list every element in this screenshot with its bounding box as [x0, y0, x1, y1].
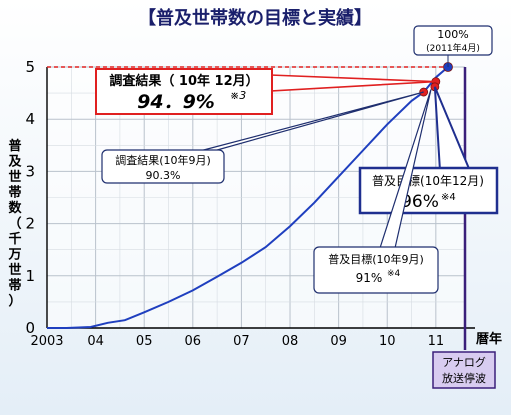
callout-survey-sep-value: 90.3%: [146, 169, 181, 182]
chart-title: 【普及世帯数の目標と実績】: [138, 7, 372, 29]
y-axis-label-char: 帯: [8, 185, 21, 201]
callout-target-dec-value: 96%: [401, 192, 439, 212]
y-tick-label: 0: [25, 319, 35, 337]
y-axis-label-char: ）: [8, 293, 21, 309]
x-tick-label: 05: [136, 334, 153, 349]
callout-target-final-line2: (2011年4月): [426, 42, 480, 54]
x-tick-label: 09: [330, 334, 347, 349]
callout-survey-sep-line1: 調査結果(10年9月): [115, 153, 211, 167]
analog-end-line2: 放送停波: [442, 371, 486, 385]
callout-target-final-line1: 100%: [437, 28, 468, 41]
x-tick-label: 11: [428, 334, 445, 349]
callout-target-sep-value: 91%: [356, 271, 383, 285]
callout-box-target-final: [413, 25, 493, 56]
y-tick-label: 4: [25, 110, 35, 128]
x-tick-label: 08: [282, 334, 299, 349]
callout-target-sep-note: ※4: [387, 269, 401, 279]
x-tick-label: 2003: [30, 334, 63, 349]
y-axis-label-char: 世: [8, 169, 21, 185]
callout-target-dec-note: ※4: [441, 192, 456, 203]
x-tick-label: 10: [379, 334, 396, 349]
y-axis-label-char: 普: [8, 138, 21, 154]
y-tick-label: 3: [25, 162, 35, 180]
y-axis-label-char: 世: [8, 262, 21, 278]
callout-target-sep-line1: 普及目標(10年9月): [328, 252, 424, 266]
x-tick-label: 06: [185, 334, 202, 349]
callout-box-target-dec: [358, 166, 499, 215]
x-tick-label: 07: [233, 334, 250, 349]
y-tick-label: 5: [25, 58, 35, 76]
callout-survey-dec-line1: 調査結果（ 10年 12月）: [109, 73, 258, 89]
y-tick-label: 2: [25, 215, 35, 233]
y-axis-label-char: 万: [7, 248, 21, 263]
callout-box-survey-dec: [95, 68, 273, 115]
y-axis-label-char: （: [8, 216, 21, 232]
annotations: 調査結果（ 10年 12月） 94．9% ※3 調査結果(10年9月) 90.3% 普及目…: [95, 25, 499, 389]
analog-end-box: [432, 351, 496, 389]
callout-survey-dec-note: ※3: [230, 89, 246, 102]
y-axis-label-char: 帯: [8, 278, 21, 294]
callout-target-dec-line1: 普及目標(10年12月): [372, 174, 484, 188]
analog-end-line1: アナログ: [442, 355, 486, 369]
callout-survey-dec-value: 94．9%: [137, 91, 215, 113]
y-axis-label-char: 千: [8, 231, 21, 247]
y-axis-label-char: 及: [8, 155, 22, 170]
callout-box-target-sep: [313, 246, 439, 294]
y-axis-label-char: 数: [8, 200, 22, 216]
x-axis-label: 暦年: [476, 331, 502, 347]
callout-box-survey-sep: [101, 149, 225, 184]
x-tick-label: 04: [87, 334, 104, 349]
series-line: [47, 76, 437, 329]
y-tick-label: 1: [25, 267, 35, 285]
